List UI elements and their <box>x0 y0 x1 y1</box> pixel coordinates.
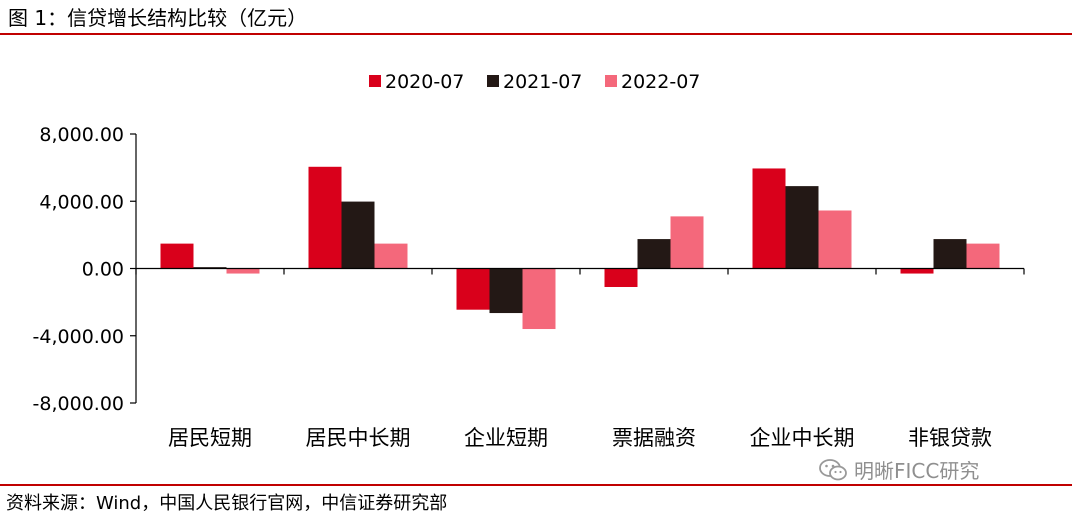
bar-2020-07-居民短期 <box>160 243 194 269</box>
bottom-divider <box>0 484 1072 486</box>
x-category-label: 票据融资 <box>612 426 696 450</box>
figure-title: 图 1：信贷增长结构比较（亿元） <box>8 6 308 30</box>
chart-legend: 2020-07 2021-07 2022-07 <box>369 71 700 93</box>
legend-label: 2020-07 <box>385 71 464 93</box>
bar-2021-07-企业中长期 <box>785 186 819 269</box>
y-tick-label: 0.00 <box>82 259 124 281</box>
bar-chart: 2020-07 2021-07 2022-07 8,000.00 4,000.00 0.… <box>33 71 1025 450</box>
bar-2022-07-企业中长期 <box>818 210 852 269</box>
bar-2022-07-非银贷款 <box>966 243 1000 269</box>
bar-2020-07-企业中长期 <box>752 168 786 269</box>
y-axis: 8,000.00 4,000.00 0.00 -4,000.00 -8,000.00 <box>33 124 137 415</box>
watermark-text: 明晰FICC研究 <box>854 459 980 483</box>
bar-2021-07-企业短期 <box>489 268 523 314</box>
top-divider <box>0 33 1072 35</box>
legend-swatch <box>605 75 617 87</box>
bars <box>160 166 1000 330</box>
legend-swatch <box>487 75 499 87</box>
y-tick-label: 8,000.00 <box>39 124 124 146</box>
bar-2022-07-居民短期 <box>226 268 260 274</box>
y-tick-label: 4,000.00 <box>39 191 124 213</box>
source-note: 资料来源：Wind，中国人民银行官网，中信证券研究部 <box>6 493 448 514</box>
x-axis: 居民短期 居民中长期 企业短期 票据融资 企业中长期 非银贷款 <box>135 267 1025 450</box>
bar-2020-07-票据融资 <box>604 268 638 287</box>
x-category-label: 非银贷款 <box>908 426 992 450</box>
x-category-label: 居民中长期 <box>306 426 411 450</box>
legend-label: 2022-07 <box>621 71 700 93</box>
x-category-label: 企业短期 <box>464 426 548 450</box>
legend-swatch <box>369 75 381 87</box>
bar-2022-07-票据融资 <box>670 216 704 269</box>
bar-2021-07-非银贷款 <box>933 239 967 269</box>
bar-2020-07-居民中长期 <box>308 166 342 269</box>
bar-2022-07-企业短期 <box>522 268 556 330</box>
bar-2021-07-居民中长期 <box>341 201 375 269</box>
y-tick-label: -8,000.00 <box>33 393 124 415</box>
bar-2020-07-企业短期 <box>456 268 490 310</box>
y-tick-label: -4,000.00 <box>33 326 124 348</box>
x-category-label: 居民短期 <box>168 426 252 450</box>
bar-2020-07-非银贷款 <box>900 268 934 274</box>
x-category-label: 企业中长期 <box>750 426 855 450</box>
bar-2022-07-居民中长期 <box>374 243 408 269</box>
bar-2021-07-票据融资 <box>637 239 671 269</box>
legend-label: 2021-07 <box>503 71 582 93</box>
bar-2021-07-居民短期 <box>193 267 227 269</box>
wechat-icon <box>818 457 848 483</box>
watermark: 明晰FICC研究 <box>818 455 979 484</box>
